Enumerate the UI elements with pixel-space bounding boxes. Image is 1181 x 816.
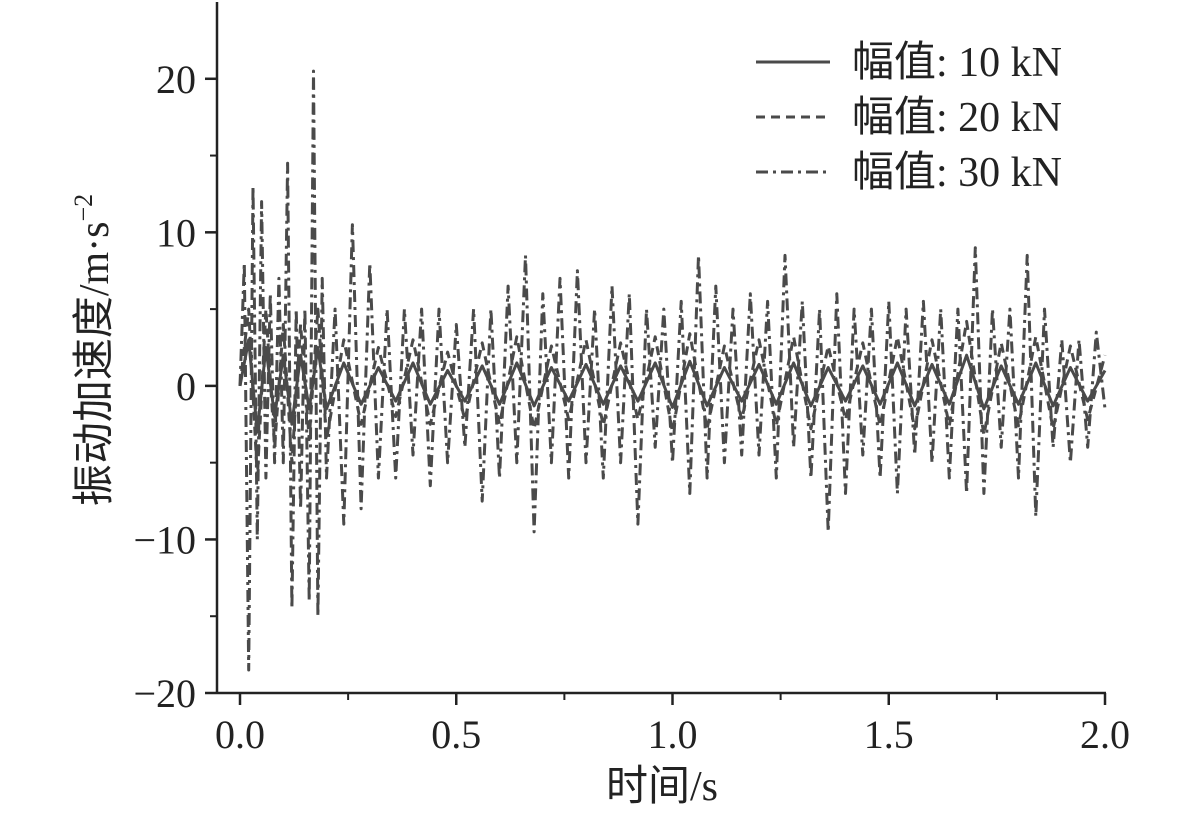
x-tick-label: 0.5 <box>431 712 481 757</box>
legend-label-3: 幅值: 30 kN <box>852 150 1062 196</box>
legend-label-2: 幅值: 20 kN <box>852 95 1062 141</box>
svg-text:振动加速度/m·s−2: 振动加速度/m·s−2 <box>69 194 118 506</box>
tick-labels: 0.0 0.5 1.0 1.5 2.0 −20 −10 0 10 20 <box>133 57 1130 757</box>
plot-area <box>238 69 1107 672</box>
y-tick-label: 10 <box>156 210 196 255</box>
y-axis-title-group: 振动加速度/m·s−2 <box>69 194 118 506</box>
ticks <box>205 77 1107 705</box>
x-tick-label: 1.5 <box>864 712 914 757</box>
x-axis-title: 时间/s <box>606 764 718 810</box>
legend-label-1: 幅值: 10 kN <box>852 40 1062 86</box>
x-tick-label: 2.0 <box>1080 712 1130 757</box>
y-axis-title-superscript: −2 <box>69 194 98 222</box>
series-line-3 <box>238 69 1107 672</box>
legend: 幅值: 10 kN 幅值: 20 kN 幅值: 30 kN <box>756 40 1062 196</box>
y-tick-label: 0 <box>176 364 196 409</box>
axes <box>215 2 1106 695</box>
x-tick-label: 1.0 <box>648 712 698 757</box>
series-line-1 <box>238 338 1107 434</box>
y-tick-label: −10 <box>133 517 196 562</box>
y-tick-label: −20 <box>133 671 196 716</box>
y-axis-title: 振动加速度/m·s <box>72 222 118 507</box>
x-tick-label: 0.0 <box>215 712 265 757</box>
y-tick-label: 20 <box>156 57 196 102</box>
